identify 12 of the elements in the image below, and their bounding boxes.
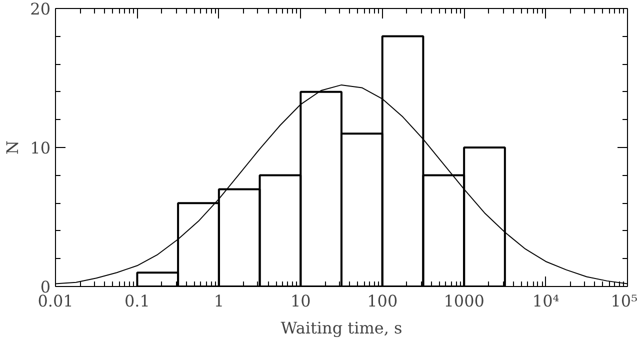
x-tick-label: 100 xyxy=(367,292,398,310)
x-tick-label: 1000 xyxy=(444,292,484,310)
y-axis-title: N xyxy=(3,140,22,154)
x-tick-label: 10⁵ xyxy=(610,292,637,310)
x-tick-label: 10⁴ xyxy=(532,292,560,310)
x-tick-label: 0.01 xyxy=(38,292,74,310)
y-tick-label: 10 xyxy=(30,138,50,158)
x-axis-title: Waiting time, s xyxy=(280,318,402,338)
x-tick-label: 0.1 xyxy=(124,292,150,310)
x-tick-label: 10 xyxy=(290,292,311,310)
x-tick-label: 1 xyxy=(214,292,224,310)
y-tick-label: 20 xyxy=(30,0,50,18)
